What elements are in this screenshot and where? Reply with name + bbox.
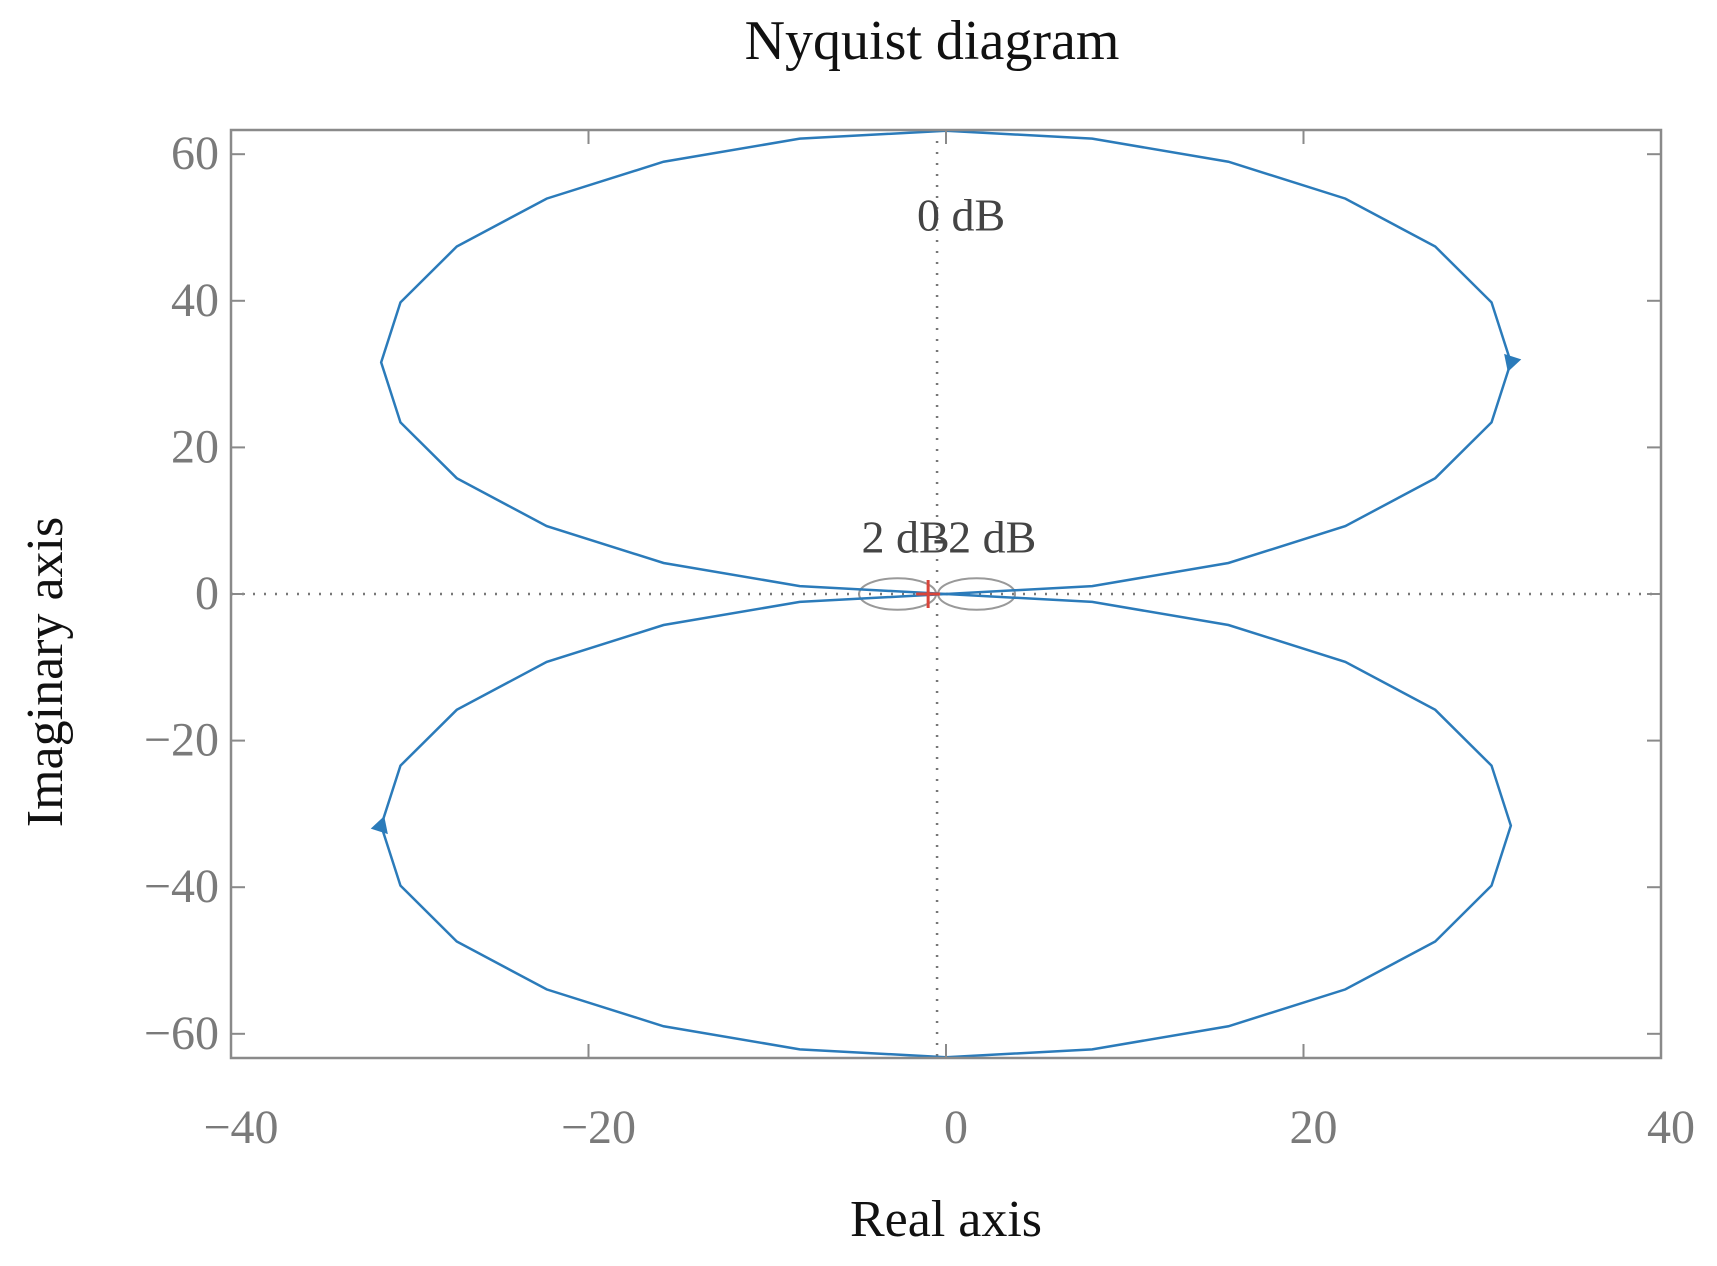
y-tick-label: −20 — [144, 714, 219, 767]
y-tick-label: 60 — [171, 127, 219, 180]
m-circle-label: 0 dB — [917, 190, 1005, 241]
x-tick-label: 20 — [1290, 1101, 1338, 1154]
chart-title: Nyquist diagram — [745, 10, 1120, 72]
y-axis-label: Imaginary axis — [17, 517, 74, 827]
x-tick-label: 40 — [1647, 1101, 1695, 1154]
x-tick-label: 0 — [944, 1101, 968, 1154]
y-tick-label: −60 — [144, 1007, 219, 1060]
m-circle-label: 2 dB — [861, 512, 949, 563]
y-tick-label: 40 — [171, 274, 219, 327]
x-axis-label: Real axis — [850, 1191, 1042, 1248]
m-circle-label: -2 dB — [933, 512, 1037, 563]
direction-arrow — [370, 816, 388, 835]
x-tick-label: −20 — [561, 1101, 636, 1154]
y-tick-label: 0 — [195, 567, 219, 620]
direction-arrow — [1504, 353, 1522, 372]
x-tick-label: −40 — [203, 1101, 278, 1154]
y-tick-label: 20 — [171, 420, 219, 473]
y-tick-label: −40 — [144, 860, 219, 913]
